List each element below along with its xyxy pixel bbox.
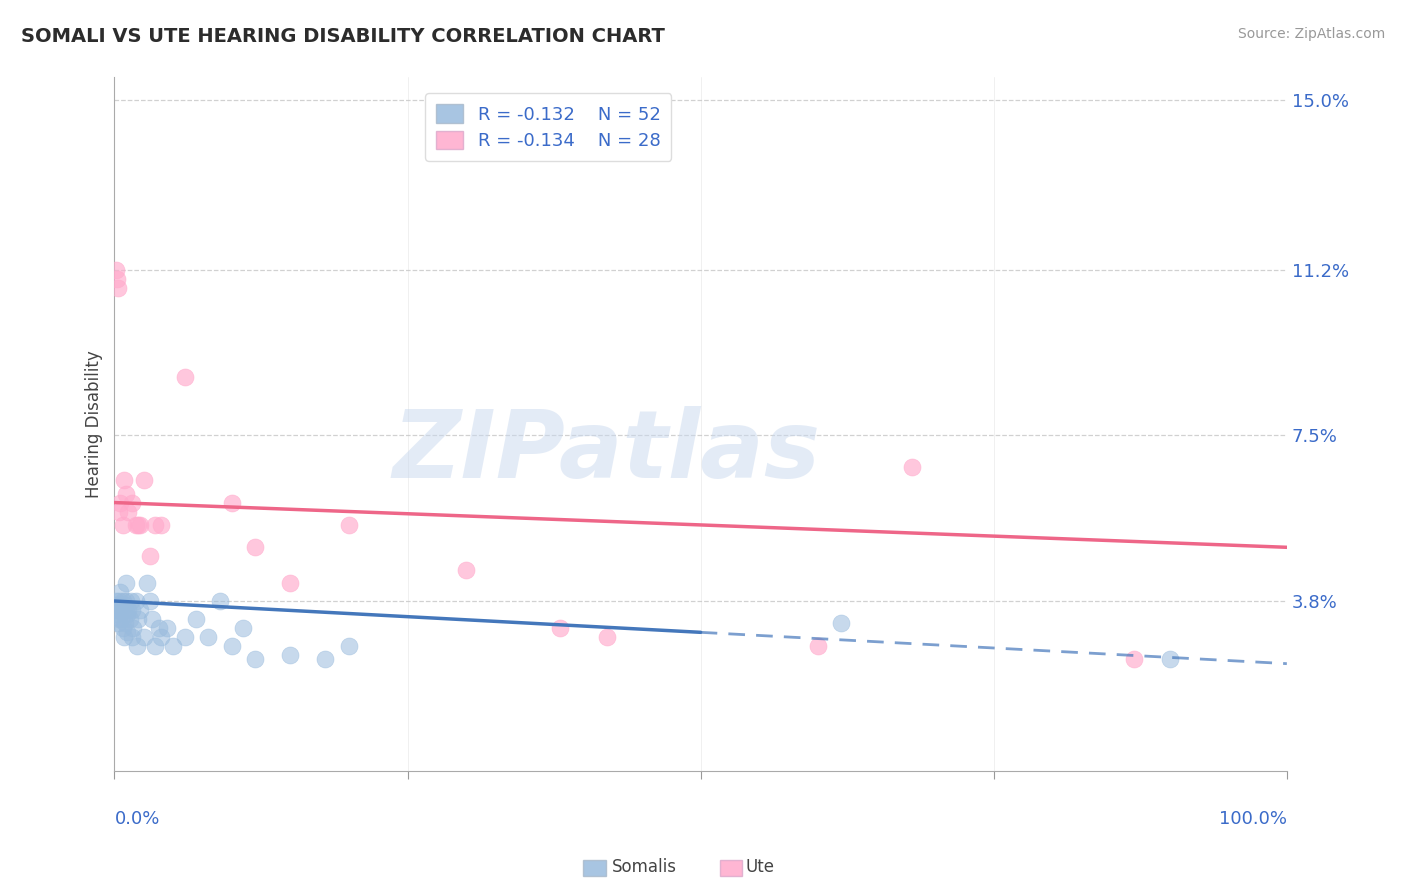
Point <box>117 625 139 640</box>
Point <box>173 630 195 644</box>
Text: Somalis: Somalis <box>612 858 676 876</box>
Point <box>108 504 131 518</box>
Point <box>127 612 149 626</box>
Point <box>117 603 139 617</box>
Point <box>114 616 136 631</box>
Point <box>125 639 148 653</box>
Point <box>120 594 142 608</box>
Point <box>150 517 173 532</box>
Point <box>141 612 163 626</box>
Point <box>278 648 301 662</box>
Point <box>807 639 830 653</box>
Text: Source: ZipAtlas.com: Source: ZipAtlas.com <box>1237 27 1385 41</box>
Text: ZIPatlas: ZIPatlas <box>392 406 821 498</box>
Point <box>112 473 135 487</box>
Point <box>337 639 360 653</box>
Point <box>243 652 266 666</box>
Point <box>129 603 152 617</box>
Point <box>110 612 132 626</box>
Point <box>186 612 208 626</box>
Point <box>104 263 127 277</box>
Point <box>221 495 243 509</box>
Point <box>115 486 138 500</box>
Text: 100.0%: 100.0% <box>1219 810 1286 828</box>
Point <box>830 616 852 631</box>
Point <box>132 630 155 644</box>
Point <box>156 621 179 635</box>
Point <box>104 594 127 608</box>
Y-axis label: Hearing Disability: Hearing Disability <box>86 351 103 498</box>
Point <box>337 517 360 532</box>
Point <box>243 541 266 555</box>
Point <box>124 594 146 608</box>
Text: SOMALI VS UTE HEARING DISABILITY CORRELATION CHART: SOMALI VS UTE HEARING DISABILITY CORRELA… <box>21 27 665 45</box>
Text: Ute: Ute <box>745 858 775 876</box>
Point <box>114 599 136 613</box>
Point <box>148 621 170 635</box>
Point <box>110 585 132 599</box>
Point <box>105 607 128 622</box>
Point <box>456 563 478 577</box>
Point <box>117 504 139 518</box>
Point <box>118 612 141 626</box>
Point <box>108 594 131 608</box>
Point <box>105 599 128 613</box>
Text: 0.0%: 0.0% <box>114 810 160 828</box>
Point <box>173 370 195 384</box>
Point <box>111 621 134 635</box>
Legend: R = -0.132    N = 52, R = -0.134    N = 28: R = -0.132 N = 52, R = -0.134 N = 28 <box>425 94 671 161</box>
Point <box>900 459 922 474</box>
Point <box>278 576 301 591</box>
Point <box>232 621 254 635</box>
Point <box>145 639 167 653</box>
Point <box>115 576 138 591</box>
Point <box>107 616 129 631</box>
Point <box>110 603 132 617</box>
Point <box>117 607 139 622</box>
Point <box>197 630 219 644</box>
Point <box>110 495 132 509</box>
Point <box>110 599 132 613</box>
Point <box>221 639 243 653</box>
Point <box>150 630 173 644</box>
Point <box>122 621 145 635</box>
Point <box>208 594 231 608</box>
Point <box>121 495 143 509</box>
Point <box>115 594 138 608</box>
Point <box>107 281 129 295</box>
Point <box>314 652 336 666</box>
Point <box>127 517 149 532</box>
Point <box>1123 652 1146 666</box>
Point <box>129 517 152 532</box>
Point <box>111 594 134 608</box>
Point <box>138 549 160 564</box>
Point <box>108 612 131 626</box>
Point <box>105 272 128 286</box>
Point <box>112 603 135 617</box>
Point <box>124 517 146 532</box>
Point <box>136 576 159 591</box>
Point <box>548 621 571 635</box>
Point <box>121 630 143 644</box>
Point <box>112 630 135 644</box>
Point <box>145 517 167 532</box>
Point <box>138 594 160 608</box>
Point <box>1159 652 1181 666</box>
Point <box>111 517 134 532</box>
Point <box>121 603 143 617</box>
Point <box>132 473 155 487</box>
Point <box>107 603 129 617</box>
Point <box>596 630 619 644</box>
Point <box>162 639 184 653</box>
